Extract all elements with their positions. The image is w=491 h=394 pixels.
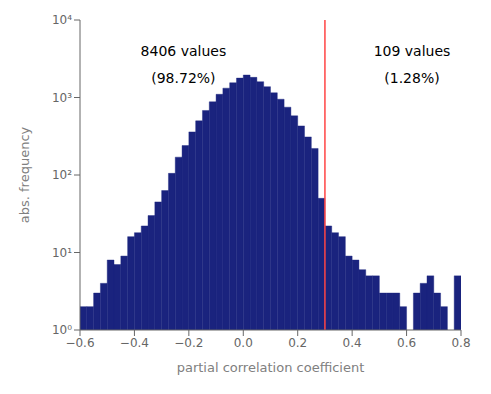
svg-text:10⁰: 10⁰ — [52, 323, 72, 337]
svg-text:−0.6: −0.6 — [65, 336, 94, 350]
svg-text:0.4: 0.4 — [343, 336, 362, 350]
svg-text:(1.28%): (1.28%) — [384, 70, 439, 86]
svg-text:10²: 10² — [52, 168, 72, 182]
svg-text:−0.4: −0.4 — [120, 336, 149, 350]
svg-text:10¹: 10¹ — [52, 246, 72, 260]
svg-text:abs. frequency: abs. frequency — [17, 126, 32, 223]
svg-text:109 values: 109 values — [374, 43, 451, 59]
svg-text:8406 values: 8406 values — [141, 43, 227, 59]
svg-text:10³: 10³ — [52, 91, 72, 105]
svg-text:−0.2: −0.2 — [174, 336, 203, 350]
svg-text:10⁴: 10⁴ — [52, 13, 72, 27]
svg-text:(98.72%): (98.72%) — [151, 70, 215, 86]
svg-text:0.0: 0.0 — [234, 336, 253, 350]
svg-text:0.2: 0.2 — [288, 336, 307, 350]
svg-text:0.8: 0.8 — [451, 336, 470, 350]
svg-text:partial correlation coefficien: partial correlation coefficient — [177, 360, 365, 375]
svg-text:0.6: 0.6 — [397, 336, 416, 350]
